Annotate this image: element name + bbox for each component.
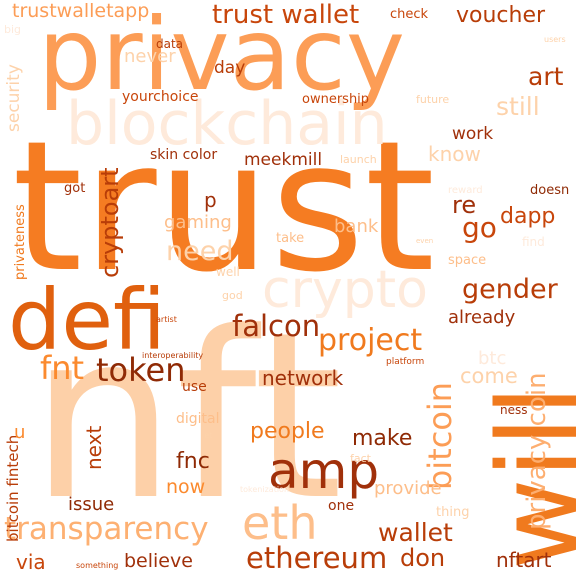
word-know: know bbox=[428, 144, 481, 164]
word-wallet: wallet bbox=[378, 520, 453, 545]
word-need: need bbox=[166, 238, 233, 265]
word-make: make bbox=[352, 428, 412, 450]
word-cryptoart: cryptoart bbox=[98, 167, 122, 278]
word-something: something bbox=[76, 562, 118, 570]
word-use: use bbox=[182, 380, 207, 394]
word-bitcoin: bitcoin bbox=[424, 382, 456, 490]
word-security: security bbox=[6, 64, 23, 132]
word-artist: artist bbox=[156, 316, 177, 324]
word-art: art bbox=[528, 64, 563, 89]
word-yourchoice: yourchoice bbox=[122, 90, 199, 104]
word-trustwalletapp: trustwalletapp bbox=[12, 2, 149, 21]
word-come: come bbox=[460, 366, 518, 387]
word-skin-color: skin color bbox=[150, 148, 217, 162]
word-ethereum: ethereum bbox=[246, 544, 387, 573]
word-falcon: falcon bbox=[232, 312, 320, 341]
word-voucher: voucher bbox=[456, 5, 545, 27]
word-find: find bbox=[522, 236, 545, 248]
word-day: day bbox=[214, 60, 245, 77]
word-launch: launch bbox=[340, 154, 377, 165]
word-reward: reward bbox=[448, 186, 483, 196]
word-project: project bbox=[318, 326, 422, 356]
word-interoperability: interoperability bbox=[142, 352, 203, 360]
word-already: already bbox=[448, 309, 515, 327]
word-god: god bbox=[222, 290, 243, 301]
word-still: still bbox=[496, 94, 540, 119]
word-big: big bbox=[4, 24, 21, 35]
word-don: don bbox=[400, 546, 445, 570]
word-thing: thing bbox=[436, 506, 469, 519]
word-btc: btc bbox=[478, 350, 506, 368]
word-transparency: transparency bbox=[4, 514, 209, 545]
word-one: one bbox=[328, 499, 354, 513]
word-trust-wallet: trust wallet bbox=[212, 2, 359, 28]
word-future: future bbox=[416, 94, 449, 105]
word-people: people bbox=[250, 421, 325, 443]
word-ness: ness bbox=[500, 404, 528, 416]
word-space: space bbox=[448, 254, 486, 267]
word-fnt: fnt bbox=[40, 352, 84, 384]
word-digital: digital bbox=[176, 412, 220, 426]
word-data: data bbox=[156, 38, 183, 50]
word-issue: issue bbox=[68, 496, 114, 514]
word-defi: defi bbox=[8, 278, 166, 362]
word-tokenization: tokenization bbox=[240, 486, 289, 494]
word-well: well bbox=[216, 266, 240, 278]
word-check: check bbox=[390, 8, 428, 21]
word-provide: provide bbox=[374, 480, 442, 498]
word-p: p bbox=[204, 190, 217, 210]
word-privateness: privateness bbox=[14, 204, 27, 280]
word-now: now bbox=[166, 478, 205, 497]
word-via: via bbox=[16, 552, 46, 572]
word-re: re bbox=[452, 193, 476, 217]
word-fnc: fnc bbox=[176, 451, 210, 473]
word-network: network bbox=[262, 368, 343, 388]
word-bitcoin-fintech: bitcoin fintech bbox=[6, 435, 21, 542]
word-dapp: dapp bbox=[500, 206, 555, 228]
word-got: got bbox=[64, 182, 85, 195]
word-privacy-coin: privacy coin bbox=[524, 372, 550, 530]
word-believe: believe bbox=[124, 552, 193, 571]
word-gaming: gaming bbox=[164, 214, 232, 232]
word-take: take bbox=[276, 232, 304, 245]
word-doesn: doesn bbox=[530, 184, 569, 197]
word-meekmill: meekmill bbox=[244, 152, 322, 169]
word-gender: gender bbox=[462, 276, 558, 303]
word-users: users bbox=[544, 36, 566, 44]
word-ownership: ownership bbox=[302, 93, 369, 106]
word-bank: bank bbox=[334, 218, 378, 236]
word-let: let bbox=[202, 432, 212, 440]
word-next: next bbox=[84, 426, 104, 470]
word-eth: eth bbox=[242, 500, 318, 546]
word-nftart: nftart bbox=[496, 550, 552, 570]
word-fact: fact bbox=[350, 453, 371, 464]
word-work: work bbox=[452, 126, 493, 143]
word-even: even bbox=[416, 238, 433, 245]
word-platform: platform bbox=[386, 358, 424, 367]
word-u: u bbox=[14, 424, 25, 442]
